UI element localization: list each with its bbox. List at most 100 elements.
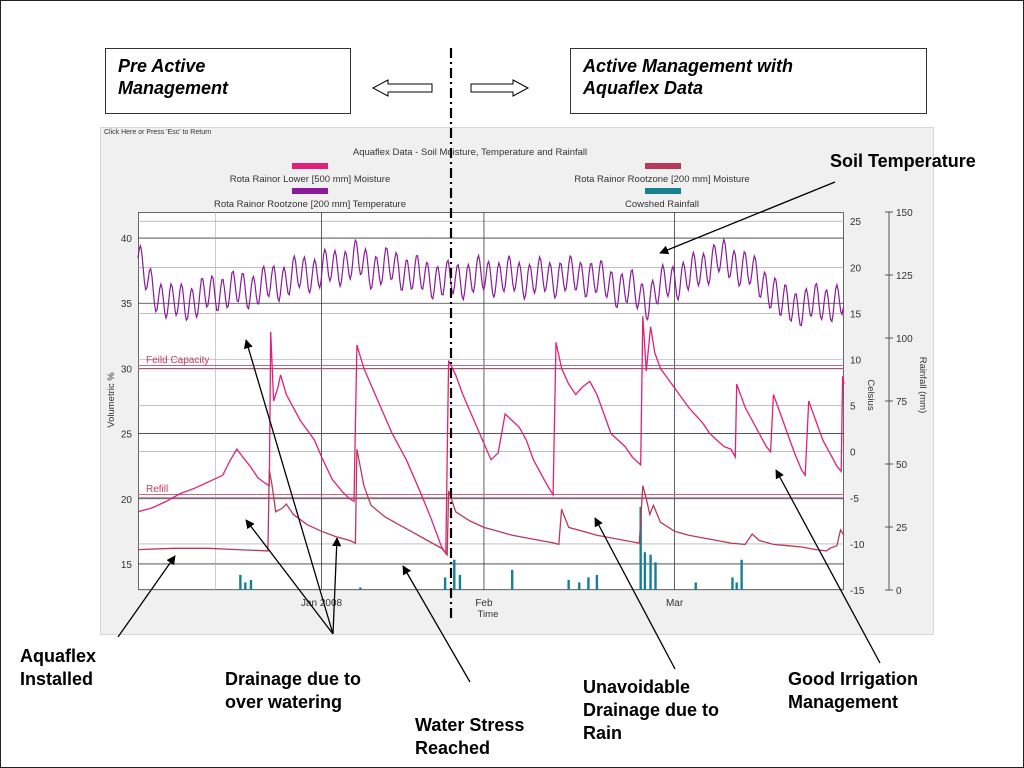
series-rootzone-moisture-line [137,449,845,557]
arrow-good-irrigation [775,469,881,664]
legend-swatch-lower-moisture [292,163,328,169]
y-right-tick-label: 0 [896,586,902,597]
grid-layer [138,212,844,591]
y-right-tick-label: 150 [896,208,913,219]
rainfall-bar [510,569,514,590]
rainfall-bar [567,579,570,590]
callout-aquaflex-line-1: Aquaflex [20,646,97,666]
rainfall-bar [239,574,242,590]
active-box-line-2: Aquaflex Data [583,78,704,98]
y-mid-tick-label: 10 [850,356,862,367]
reference-line-label: Feild Capacity [146,355,209,366]
callout-drainage-line-2: over watering [225,692,343,712]
reference-line-label: Refill [146,484,168,495]
y-left-tick-label: 30 [121,364,133,375]
callout-water-stress-line-1: Water Stress [415,715,525,735]
y-left-tick-label: 15 [121,560,133,571]
y-right-tick-label: 50 [896,460,908,471]
y-right-tick-label: 100 [896,334,913,345]
rainfall-bar [578,582,581,590]
legend-swatch-rootzone-temperature [292,188,328,194]
rainfall-bar [595,574,599,590]
callout-drainage-over-watering: Drainage due to over watering [225,668,361,714]
arrow-drainage-3 [332,537,342,635]
legend-rootzone-temperature: Rota Rainor Rootzone [200 mm] Temperatur… [214,199,406,210]
right-arrow-icon [470,79,530,97]
series-rootzone-temperature-line [137,237,844,327]
legend-swatch-rootzone-moisture [645,163,681,169]
y-left-tick-label: 20 [121,495,133,506]
rainfall-bar [649,554,652,590]
y-mid-tick-label: 15 [850,309,862,320]
callout-good-irrigation: Good Irrigation Management [788,668,918,714]
rainfall-bar [359,587,362,590]
active-management-box: Active Management with Aquaflex Data [570,48,927,114]
y-left-tick-label: 40 [121,234,133,245]
series-layer [137,237,845,557]
x-axis-label: Time [478,609,499,620]
legend-rainfall: Cowshed Rainfall [625,199,699,210]
y-mid-tick-label: 20 [850,263,862,274]
callout-unavoidable-line-1: Unavoidable [583,677,691,697]
callout-good-irrigation-line-2: Management [788,692,899,712]
y-right-axis-label: Rainfall (mm) [917,357,928,413]
rainfall-bar [731,577,734,590]
y-left-axis-label: Volumetric % [106,372,117,428]
reference-lines-layer: Feild Capacity Refill [138,355,844,499]
ticks-layer: 15 20 25 30 35 40 -15 -10 -5 0 5 10 15 20 25 0 25 50 75 100… [121,208,913,609]
rainfall-bar [735,582,738,590]
callout-unavoidable-drainage: Unavoidable Drainage due to Rain [583,676,719,745]
arrow-unavoidable-drainage [594,517,676,670]
y-mid-tick-label: -15 [850,586,865,597]
y-left-tick-label: 35 [121,299,133,310]
pre-active-management-box: Pre Active Management [105,48,351,114]
x-tick-label: Mar [666,598,684,609]
x-tick-label: Jan 2008 [301,598,343,609]
rainfall-bar [587,577,590,590]
y-mid-tick-label: 0 [850,448,856,459]
legend-swatch-rainfall [645,188,681,194]
pre-box-line-2: Management [118,78,229,98]
y-mid-tick-label: 25 [850,217,862,228]
chart-title: Aquaflex Data - Soil Moisture, Temperatu… [353,147,587,158]
y-mid-tick-label: -10 [850,540,865,551]
callout-soil-temperature-line-1: Soil Temperature [830,151,976,171]
rainfall-bar [453,559,456,590]
arrow-drainage-2 [245,519,334,635]
rainfall-bar [244,582,247,590]
callout-aquaflex-installed: Aquaflex Installed [20,645,96,691]
rainfall-bars-layer [239,506,743,590]
y-mid-axis-label: Celsius [865,379,876,410]
rainfall-bar [643,552,647,590]
callout-soil-temperature: Soil Temperature [830,150,976,173]
rainfall-bar [443,577,447,590]
arrow-aquaflex-installed [117,555,176,638]
arrow-drainage-1 [243,339,334,635]
callout-water-stress: Water Stress Reached [415,714,524,760]
callout-aquaflex-line-2: Installed [20,669,94,689]
active-box-line-1: Active Management with [583,56,794,76]
y-right-tick-label: 25 [896,523,908,534]
rainfall-bar [639,506,642,590]
legend-lower-moisture: Rota Rainor Lower [500 mm] Moisture [230,174,391,185]
x-tick-label: Feb [475,598,493,609]
panel-return-hint[interactable]: Click Here or Press 'Esc' to Return [104,129,212,136]
callout-unavoidable-line-2: Drainage due to [583,700,720,720]
rainfall-bar [654,562,657,590]
callout-water-stress-line-2: Reached [415,738,491,758]
legend-rootzone-moisture: Rota Rainor Rootzone [200 mm] Moisture [574,174,749,185]
rainfall-bar [458,574,462,590]
callout-good-irrigation-line-1: Good Irrigation [788,669,918,689]
rainfall-bar [249,579,253,590]
y-right-tick-label: 125 [896,271,913,282]
rainfall-bar [694,582,697,590]
left-arrow-icon [371,79,433,97]
arrow-soil-temperature [659,181,836,255]
rainfall-bar [740,559,743,590]
callout-unavoidable-line-3: Rain [583,723,623,743]
y-left-tick-label: 25 [121,430,133,441]
pre-box-line-1: Pre Active [118,56,206,76]
y-mid-tick-label: 5 [850,402,856,413]
arrow-water-stress [402,565,471,683]
